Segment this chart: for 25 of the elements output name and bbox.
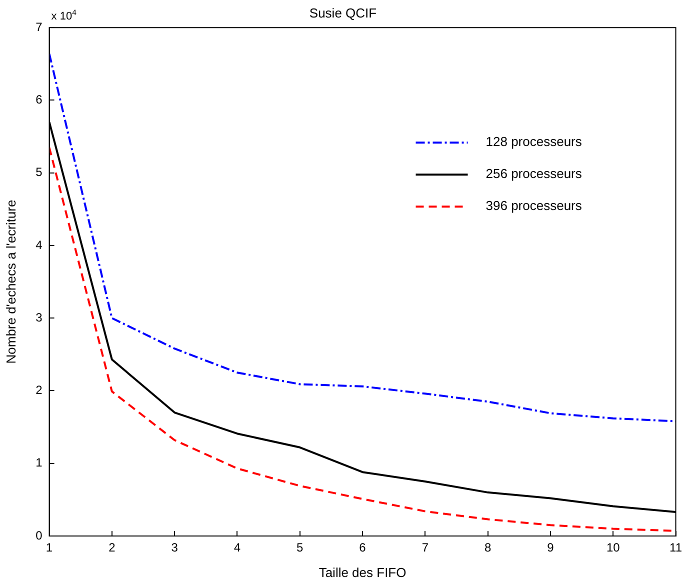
y-tick-label: 0 <box>36 528 43 542</box>
x-axis-title: Taille des FIFO <box>318 564 406 580</box>
legend-label: 128 processeurs <box>486 134 582 150</box>
x-tick-label: 3 <box>171 540 178 555</box>
y-tick-label: 6 <box>36 92 43 107</box>
y-axis-title: Nombre d'echecs a l'ecriture <box>3 200 18 364</box>
legend-label: 256 processeurs <box>486 166 582 182</box>
legend-label: 396 processeurs <box>486 198 582 214</box>
x-tick-label: 1 <box>46 540 53 555</box>
x-tick-label: 2 <box>108 540 116 555</box>
y-tick-label: 7 <box>36 20 43 34</box>
y-tick-label: 3 <box>36 310 43 324</box>
x-tick-label: 10 <box>606 540 620 555</box>
y-tick-label: 5 <box>36 165 43 180</box>
x-tick-label: 11 <box>670 540 682 555</box>
x-tick-label: 8 <box>484 540 492 555</box>
y-tick-label: 4 <box>36 238 43 252</box>
x-tick-label: 4 <box>234 540 241 555</box>
y-tick-label: 2 <box>36 383 43 398</box>
x-tick-label: 9 <box>547 540 554 555</box>
x-tick-label: 7 <box>422 540 429 555</box>
chart-title: Susie QCIF <box>309 5 377 20</box>
x-tick-label: 6 <box>359 540 366 555</box>
x-tick-label: 5 <box>296 540 304 555</box>
y-tick-label: 1 <box>36 456 43 470</box>
